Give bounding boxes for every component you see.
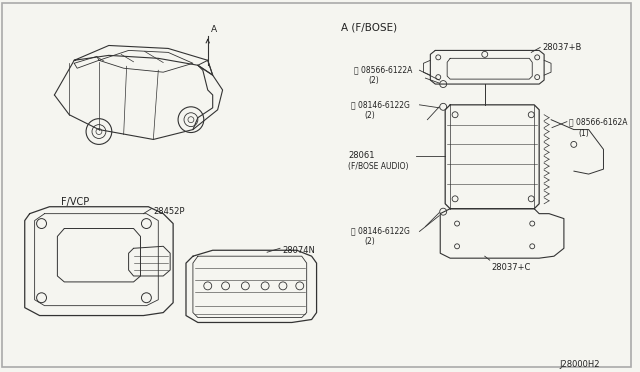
Text: (F/BOSE AUDIO): (F/BOSE AUDIO) bbox=[348, 162, 409, 171]
Text: (2): (2) bbox=[364, 237, 375, 246]
Text: Ⓢ 08146-6122G: Ⓢ 08146-6122G bbox=[351, 100, 410, 109]
Text: (1): (1) bbox=[579, 129, 589, 138]
Text: 28037+C: 28037+C bbox=[492, 263, 531, 272]
Text: Ⓢ 08146-6122G: Ⓢ 08146-6122G bbox=[351, 227, 410, 235]
Text: J28000H2: J28000H2 bbox=[559, 360, 600, 369]
Text: 28452P: 28452P bbox=[154, 207, 185, 216]
Text: Ⓢ 08566-6122A: Ⓢ 08566-6122A bbox=[354, 65, 413, 74]
Text: 28037+B: 28037+B bbox=[542, 42, 582, 51]
Text: A (F/BOSE): A (F/BOSE) bbox=[341, 23, 397, 33]
Text: 28074N: 28074N bbox=[282, 246, 315, 255]
Text: (2): (2) bbox=[368, 76, 379, 85]
Text: (2): (2) bbox=[364, 111, 375, 120]
Text: 28061: 28061 bbox=[348, 151, 375, 160]
Text: A: A bbox=[211, 25, 217, 33]
Text: Ⓢ 08566-6162A: Ⓢ 08566-6162A bbox=[569, 118, 627, 127]
Text: F/VCP: F/VCP bbox=[61, 197, 90, 207]
